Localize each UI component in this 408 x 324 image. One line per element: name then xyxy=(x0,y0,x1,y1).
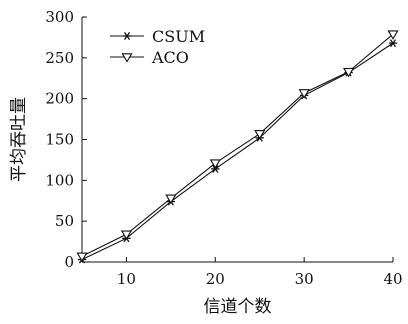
data-point-csum xyxy=(388,39,398,48)
data-point-aco xyxy=(165,194,177,204)
data-point-aco xyxy=(343,67,355,78)
data-point-aco xyxy=(254,130,266,140)
legend: CSUM ACO xyxy=(110,27,205,67)
y-axis-title: 平均吞吐量 xyxy=(9,97,29,182)
legend-marker-aco xyxy=(121,53,133,63)
y-tick-label: 200 xyxy=(45,90,74,108)
data-point-aco xyxy=(387,30,399,40)
x-tick-label: 10 xyxy=(117,270,136,288)
data-point-aco xyxy=(120,230,132,240)
y-tick-label: 150 xyxy=(45,131,74,149)
series-layer xyxy=(76,30,399,264)
x-tick-label: 20 xyxy=(206,270,225,288)
y-tick-label: 0 xyxy=(64,253,74,271)
x-axis-title: 信道个数 xyxy=(204,297,272,317)
y-tick-label: 50 xyxy=(55,212,74,230)
data-point-aco xyxy=(76,252,88,262)
y-tick-label: 100 xyxy=(45,171,74,189)
legend-label-aco: ACO xyxy=(151,48,189,67)
data-point-aco xyxy=(298,89,310,99)
data-point-csum xyxy=(211,164,220,173)
x-tick-label: 40 xyxy=(383,270,402,288)
legend-marker-csum xyxy=(122,32,132,40)
legend-label-csum: CSUM xyxy=(152,27,205,46)
x-tick-label: 30 xyxy=(295,270,314,288)
data-point-aco xyxy=(209,159,221,169)
series-line-aco xyxy=(81,33,394,257)
ticks: 0 50 100 150 200 250 300 10 20 30 40 xyxy=(45,8,402,288)
y-tick-label: 300 xyxy=(45,8,74,26)
y-tick-label: 250 xyxy=(45,49,74,67)
series-line-csum xyxy=(81,42,394,261)
